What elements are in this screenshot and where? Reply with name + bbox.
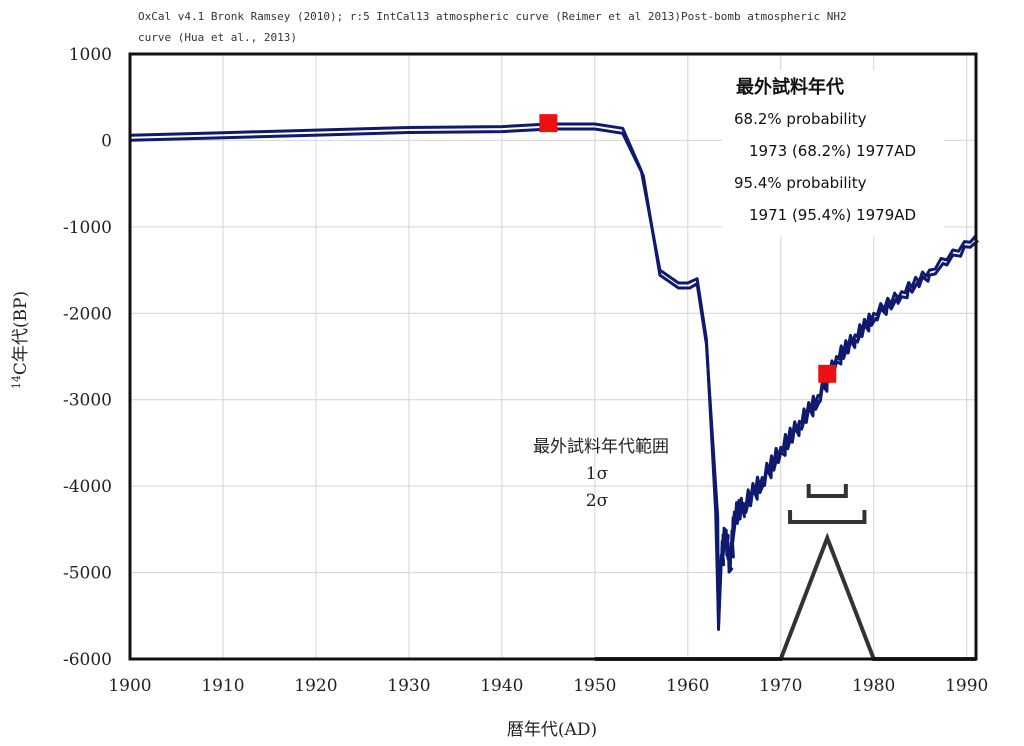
y-axis-label-superscript: 14 [10, 375, 23, 389]
y-axis-ticks: 1000 0 -1000 -2000 -3000 -4000 -5000 -6000 [63, 45, 112, 670]
x-tick-label: 1980 [852, 676, 895, 696]
legend-1sigma: 1σ [586, 464, 609, 484]
x-tick-label: 1900 [108, 676, 151, 696]
data-marker [539, 114, 558, 133]
x-tick-label: 1990 [945, 676, 988, 696]
bracket-2sigma [788, 510, 867, 524]
calibration-curve [128, 122, 979, 631]
markers [539, 114, 837, 383]
y-tick-label: -3000 [63, 391, 112, 411]
bracket-1sigma [806, 484, 848, 498]
header-line-2: curve (Hua et al., 2013) [138, 31, 297, 44]
info-95-range: 1971 (95.4%) 1979AD [749, 206, 916, 224]
data-marker [818, 364, 837, 383]
probability-distribution [594, 484, 976, 661]
calibration-curve-lower [128, 127, 979, 631]
y-axis-label: 14C年代(BP) [10, 291, 31, 389]
legend-2sigma: 2σ [586, 491, 609, 511]
y-axis-label-main: C年代(BP) [11, 291, 31, 375]
info-box-background [722, 70, 944, 236]
y-tick-label: 1000 [69, 45, 112, 65]
x-axis-ticks: 1900 1910 1920 1930 1940 1950 1960 1970 1980 1990 [108, 676, 988, 696]
y-tick-label: 0 [101, 131, 112, 151]
y-tick-label: -1000 [63, 218, 112, 238]
probability-curve [594, 532, 976, 661]
legend-title: 最外試料年代範囲 [533, 437, 669, 457]
x-axis-label: 暦年代(AD) [507, 720, 597, 740]
x-tick-label: 1920 [294, 676, 337, 696]
x-tick-label: 1910 [201, 676, 244, 696]
info-68-range: 1973 (68.2%) 1977AD [749, 142, 916, 160]
header-line-1: OxCal v4.1 Bronk Ramsey (2010); r:5 IntC… [138, 10, 847, 23]
plot-frame [128, 52, 978, 661]
y-tick-label: -5000 [63, 564, 112, 584]
x-tick-label: 1960 [666, 676, 709, 696]
x-tick-label: 1950 [573, 676, 616, 696]
info-95-label: 95.4% probability [734, 174, 867, 192]
x-tick-label: 1970 [759, 676, 802, 696]
svg-text:14C年代(BP): 14C年代(BP) [10, 291, 31, 389]
x-tick-label: 1930 [387, 676, 430, 696]
info-box-title: 最外試料年代 [736, 76, 844, 98]
x-tick-label: 1940 [480, 676, 523, 696]
y-tick-label: -4000 [63, 477, 112, 497]
y-tick-label: -6000 [63, 650, 112, 670]
info-68-label: 68.2% probability [734, 110, 867, 128]
y-tick-label: -2000 [63, 304, 112, 324]
